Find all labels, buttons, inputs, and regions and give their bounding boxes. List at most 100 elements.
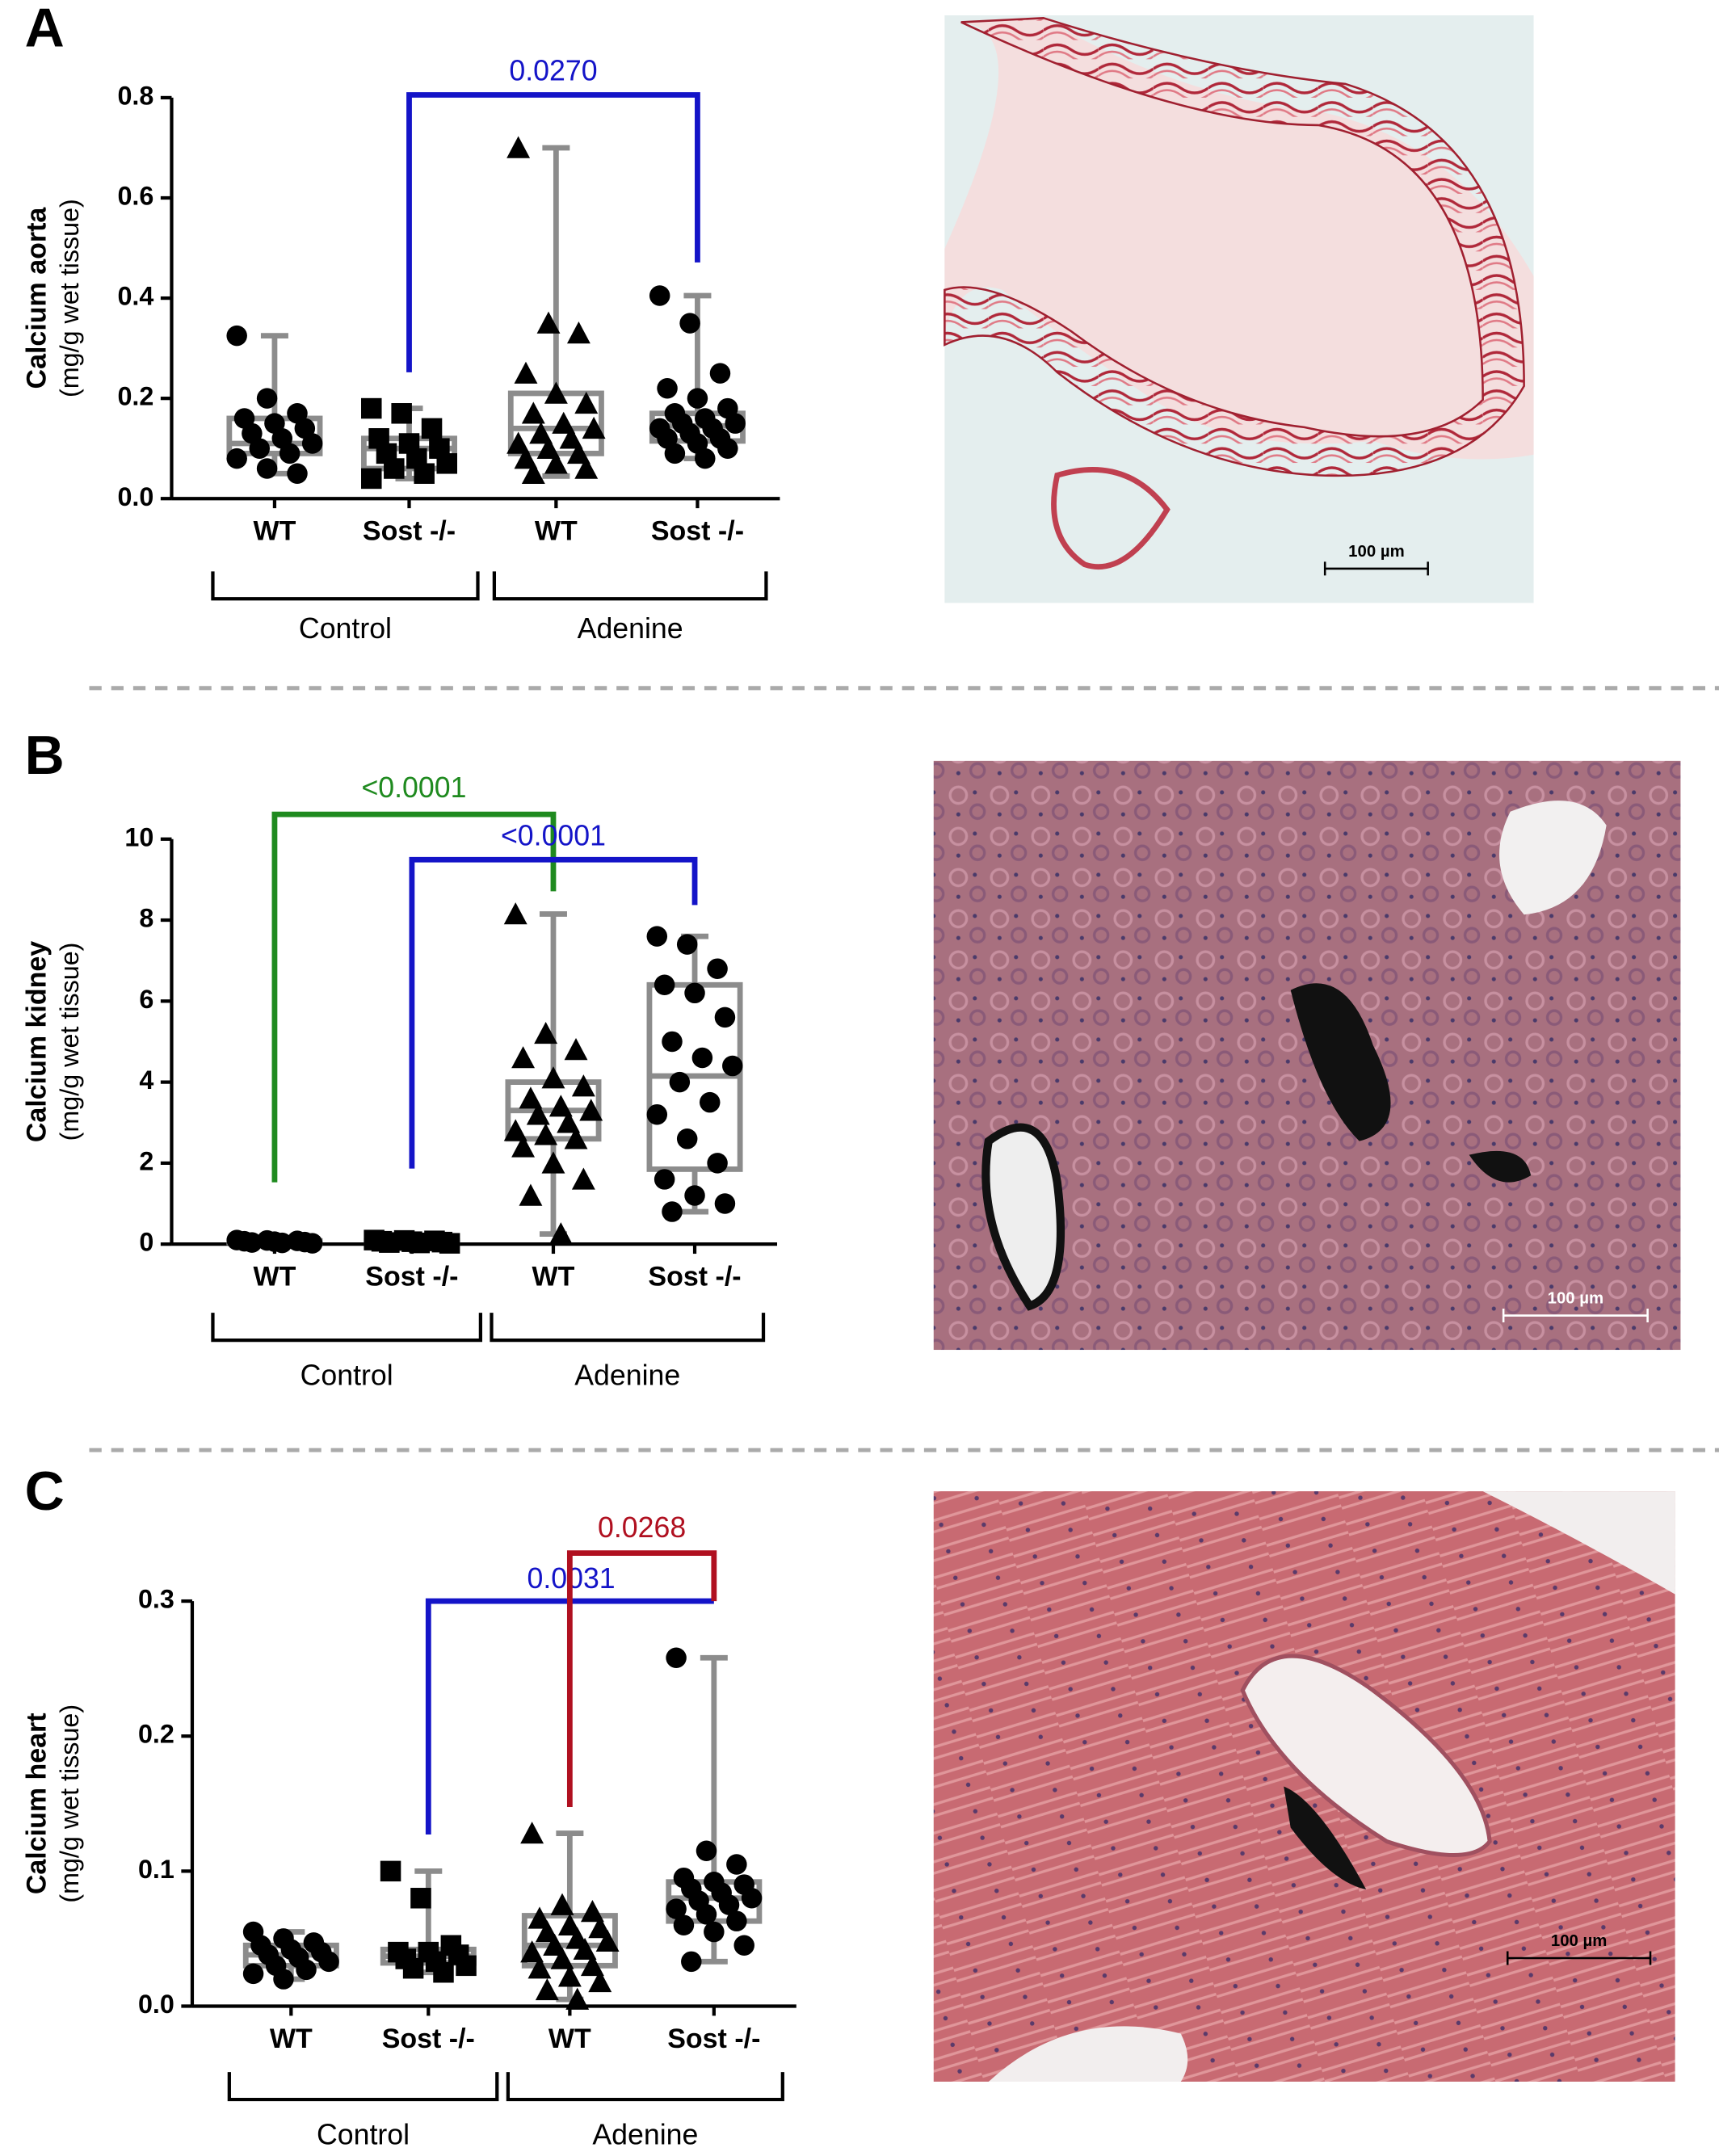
point bbox=[409, 1232, 430, 1254]
point bbox=[544, 381, 568, 404]
point bbox=[503, 1119, 527, 1141]
point bbox=[566, 441, 591, 464]
point bbox=[726, 1910, 747, 1931]
x-tick-label: WT bbox=[270, 2024, 313, 2054]
group-label: Adenine bbox=[592, 2118, 698, 2150]
x-tick-label: WT bbox=[254, 516, 296, 547]
point bbox=[707, 1153, 728, 1174]
point bbox=[557, 1965, 582, 1987]
point bbox=[654, 974, 675, 996]
p-value: <0.0001 bbox=[361, 771, 466, 804]
point bbox=[503, 902, 527, 925]
y-tick-label: 0.4 bbox=[117, 282, 153, 311]
point bbox=[391, 403, 412, 424]
point bbox=[582, 416, 606, 439]
x-tick-label: Sost -/- bbox=[382, 2024, 475, 2054]
point bbox=[506, 136, 531, 158]
group-label: Adenine bbox=[574, 1359, 680, 1391]
point bbox=[709, 363, 731, 384]
group-label: Control bbox=[299, 612, 392, 645]
x-tick-label: WT bbox=[254, 1262, 296, 1292]
y-tick-label: 0.1 bbox=[138, 1855, 174, 1884]
x-tick-label: Sost -/- bbox=[365, 1262, 458, 1292]
point bbox=[536, 436, 561, 459]
x-tick-label: Sost -/- bbox=[651, 516, 744, 547]
point bbox=[574, 391, 599, 414]
panel-letter: C bbox=[25, 1460, 65, 1522]
point bbox=[439, 1233, 460, 1254]
point bbox=[717, 438, 738, 459]
group-bracket bbox=[211, 571, 480, 601]
panel-letter: A bbox=[25, 0, 65, 58]
point bbox=[521, 401, 545, 424]
point bbox=[649, 285, 670, 306]
y-tick-label: 0 bbox=[139, 1228, 153, 1257]
point bbox=[565, 1987, 590, 2010]
point bbox=[704, 1921, 725, 1943]
point bbox=[691, 1047, 713, 1069]
point bbox=[646, 926, 668, 947]
point bbox=[699, 1091, 721, 1113]
point bbox=[673, 1914, 695, 1935]
point bbox=[696, 1840, 717, 1862]
point bbox=[527, 1906, 552, 1929]
point bbox=[681, 1951, 702, 1973]
point bbox=[726, 1854, 747, 1875]
point bbox=[544, 452, 568, 474]
y-tick-label: 10 bbox=[124, 822, 153, 851]
point bbox=[226, 325, 247, 347]
group-label: Adenine bbox=[578, 612, 683, 645]
point bbox=[301, 433, 323, 454]
y-axis-title: Calcium kidney bbox=[22, 941, 53, 1142]
p-value: <0.0001 bbox=[501, 819, 606, 851]
micrograph-a bbox=[944, 15, 1534, 603]
scale-bar bbox=[1323, 561, 1429, 576]
y-axis-title: Calcium heart bbox=[22, 1713, 53, 1894]
point bbox=[529, 422, 553, 444]
micrograph-b bbox=[933, 760, 1681, 1351]
point bbox=[380, 1860, 401, 1882]
point bbox=[684, 982, 705, 1004]
point bbox=[256, 458, 278, 479]
significance-bracket bbox=[406, 92, 700, 372]
point bbox=[543, 1933, 567, 1956]
x-tick-label: Sost -/- bbox=[667, 2024, 760, 2054]
point bbox=[541, 1151, 565, 1174]
point bbox=[696, 1904, 717, 1925]
point bbox=[318, 1951, 339, 1973]
point bbox=[707, 958, 728, 979]
point bbox=[414, 463, 435, 484]
micrograph-c bbox=[933, 1491, 1675, 2082]
x-tick-label: Sost -/- bbox=[648, 1262, 741, 1292]
point bbox=[548, 1222, 573, 1245]
point bbox=[580, 1900, 604, 1923]
point bbox=[580, 1953, 604, 1977]
group-bracket bbox=[492, 571, 768, 601]
y-tick-label: 2 bbox=[139, 1146, 153, 1175]
y-tick-label: 0.0 bbox=[117, 482, 153, 511]
point bbox=[714, 1007, 736, 1028]
point bbox=[256, 388, 278, 409]
point bbox=[666, 1898, 687, 1919]
point bbox=[511, 1135, 536, 1158]
point bbox=[552, 411, 576, 434]
point bbox=[588, 1916, 612, 1939]
point bbox=[687, 388, 708, 409]
group-bracket bbox=[211, 1313, 483, 1343]
point bbox=[654, 1169, 675, 1190]
point bbox=[519, 1086, 543, 1109]
significance-bracket bbox=[566, 1550, 717, 1808]
y-tick-label: 0.2 bbox=[117, 382, 153, 411]
point bbox=[361, 468, 382, 490]
y-tick-label: 0.3 bbox=[138, 1585, 174, 1614]
point bbox=[296, 1959, 317, 1981]
point bbox=[714, 1193, 736, 1214]
point bbox=[379, 1232, 400, 1253]
significance-bracket bbox=[271, 811, 557, 1183]
point bbox=[722, 1055, 743, 1077]
group-bracket bbox=[227, 2072, 499, 2102]
p-value: 0.0270 bbox=[509, 55, 597, 87]
point bbox=[595, 1929, 620, 1952]
point bbox=[536, 311, 561, 334]
point bbox=[550, 1893, 574, 1915]
